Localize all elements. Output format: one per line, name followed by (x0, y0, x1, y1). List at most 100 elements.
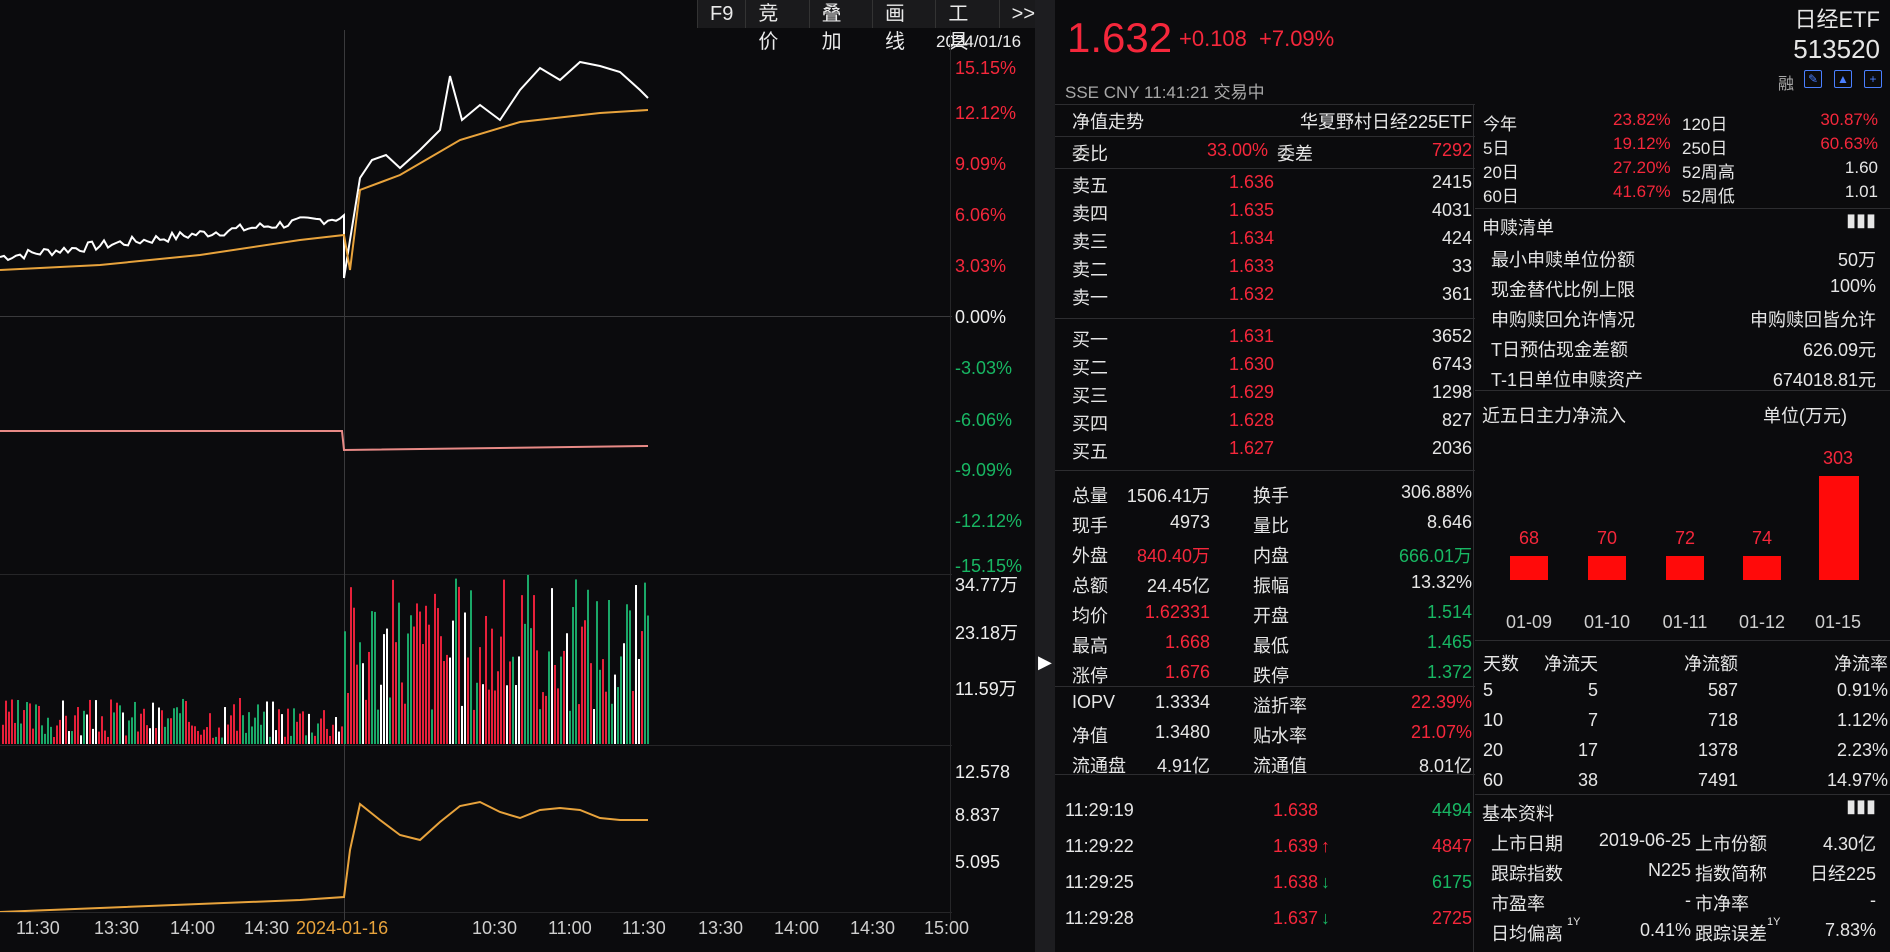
ask-volume: 424 (1441, 228, 1472, 248)
chart-toolbar: F9 竞价 叠加 画线 工具 >> (697, 0, 1047, 53)
volume-bar (62, 700, 64, 744)
toolbar-more-button[interactable]: >> (998, 0, 1047, 28)
fund-stat-value: 22.39% (1410, 692, 1472, 712)
perf-label: 20日 (1483, 163, 1519, 182)
volume-bar (113, 712, 115, 744)
fund-stat-label: 溢折率 (1253, 696, 1307, 716)
stat-label: 总额 (1072, 576, 1108, 596)
volume-bar (632, 690, 634, 744)
collapse-panel-icon[interactable]: ▶ (1038, 652, 1052, 672)
ask-label: 卖三 (1072, 232, 1108, 252)
x-axis-label: 10:30 (472, 918, 518, 938)
add-icon[interactable]: + (1864, 70, 1882, 88)
perf-value: 1.60 (1844, 158, 1878, 177)
inflow-bar-value: 70 (1596, 528, 1618, 548)
stat-label: 最低 (1253, 636, 1289, 656)
volume-bar (38, 705, 40, 744)
flow-table-cell: 5 (1483, 680, 1494, 700)
flow-table-cell: 38 (1577, 770, 1598, 790)
volume-bar (137, 731, 139, 744)
volume-bar (626, 604, 628, 744)
volume-bar (506, 685, 508, 744)
volume-bar (341, 726, 343, 744)
volume-bar (500, 636, 502, 744)
perf-value: 27.20% (1613, 158, 1671, 177)
premium-line-path (0, 430, 649, 452)
volume-bar (95, 700, 97, 744)
volume-bar (374, 611, 376, 744)
toolbar-auction-button[interactable]: 竞价 (745, 0, 808, 53)
x-axis-label: 11:00 (548, 918, 592, 938)
volume-bar (557, 688, 559, 744)
basic-value: 日经225 (1809, 864, 1876, 884)
bid-volume: 2036 (1431, 438, 1472, 458)
volume-bar (416, 603, 418, 744)
volume-bar (605, 691, 607, 744)
bid-price: 1.627 (1229, 438, 1275, 458)
stat-value: 1.465 (1426, 632, 1472, 652)
volume-bar (440, 636, 442, 744)
intraday-chart-panel[interactable]: F9 竞价 叠加 画线 工具 >> 2024/01/16 15.15% 12.1… (0, 0, 1047, 952)
inflow-bar-date: 01-11 (1662, 612, 1708, 632)
volume-bar (167, 718, 169, 744)
ask-price: 1.634 (1229, 228, 1275, 248)
volume-bar (68, 731, 70, 744)
fund-stat-value: 1.3480 (1154, 722, 1210, 742)
stat-label: 内盘 (1253, 546, 1289, 566)
inflow-bar-date: 01-10 (1583, 612, 1631, 632)
volume-bar (398, 602, 400, 744)
arrow-down-icon: ↓ (1321, 908, 1330, 928)
volume-bar (608, 600, 610, 744)
volume-bar (455, 578, 457, 744)
x-axis-label: 13:30 (94, 918, 140, 938)
pct-label: -3.03% (955, 358, 1013, 378)
arrow-up-icon: ↑ (1321, 836, 1330, 856)
alert-icon[interactable]: ▲ (1834, 70, 1852, 88)
inflow-unit: 单位(万元) (1763, 406, 1847, 426)
perf-label: 250日 (1682, 139, 1728, 158)
volume-bar (200, 734, 202, 744)
volume-axis-label: 11.59万 (955, 679, 1017, 699)
volume-bar (251, 726, 253, 744)
basic-more-icon[interactable]: ▮▮▮ (1846, 796, 1876, 816)
volume-bar (8, 711, 10, 744)
volume-bar (248, 712, 250, 744)
toolbar-overlay-button[interactable]: 叠加 (808, 0, 872, 53)
volume-bar (326, 728, 328, 744)
toolbar-tools-button[interactable]: 工具 (935, 0, 998, 53)
tick-volume: 6175 (1431, 872, 1472, 892)
x-axis-label: 14:00 (774, 918, 820, 938)
x-axis-label: 11:30 (622, 918, 666, 938)
volume-bar (497, 671, 499, 744)
perf-label: 52周高 (1682, 163, 1735, 182)
basic-value: - (1870, 890, 1876, 910)
redemption-more-icon[interactable]: ▮▮▮ (1846, 210, 1876, 230)
basic-label-sup: 1Y (1567, 916, 1581, 928)
separator (1475, 640, 1890, 641)
toolbar-draw-button[interactable]: 画线 (872, 0, 935, 53)
flow-table-cell: 587 (1707, 680, 1738, 700)
volume-bar (434, 593, 436, 744)
last-price: 1.632 (1067, 14, 1173, 61)
panel-divider[interactable] (1035, 0, 1055, 952)
stat-label: 总量 (1072, 486, 1108, 506)
volume-bar (203, 729, 205, 744)
flow-table-cell: 5 (1587, 680, 1598, 700)
volume-bar (443, 661, 445, 744)
edit-icon[interactable]: ✎ (1804, 70, 1822, 88)
volume-bar (362, 663, 364, 744)
perf-value: 30.87% (1820, 110, 1878, 129)
inflow-bar (1666, 556, 1704, 580)
volume-bar (227, 724, 229, 744)
toolbar-f9-button[interactable]: F9 (697, 0, 745, 28)
weibi-value: 33.00% (1207, 140, 1269, 160)
stat-label: 量比 (1253, 516, 1289, 536)
stat-value: 1.62331 (1144, 602, 1210, 622)
basic-value: 4.30亿 (1822, 834, 1876, 854)
fund-stat-value: 1.3334 (1154, 692, 1210, 712)
nav-trend-label[interactable]: 净值走势 (1072, 112, 1144, 132)
flow-table-header: 净流天 (1544, 654, 1598, 674)
tick-time: 11:29:22 (1065, 836, 1134, 856)
volume-bar (449, 657, 451, 744)
volume-bar (386, 628, 388, 744)
